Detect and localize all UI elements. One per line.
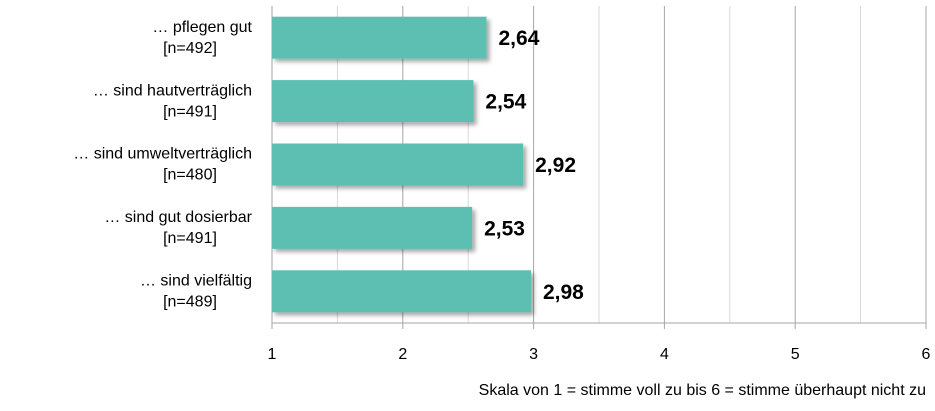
x-tick-label: 6 bbox=[922, 346, 931, 363]
value-label: 2,92 bbox=[535, 154, 576, 177]
category-label: … sind hautverträglich bbox=[93, 82, 252, 99]
category-label: [n=492] bbox=[163, 40, 217, 57]
category-label: … sind gut dosierbar bbox=[104, 209, 252, 226]
bar bbox=[272, 16, 487, 59]
x-tick-label: 3 bbox=[529, 346, 538, 363]
category-label: … sind umweltverträglich bbox=[73, 146, 252, 163]
bar bbox=[272, 80, 474, 123]
x-tick-label: 5 bbox=[791, 346, 800, 363]
bar bbox=[272, 206, 473, 249]
category-label: [n=480] bbox=[163, 167, 217, 184]
bar bbox=[272, 270, 531, 313]
x-tick-label: 4 bbox=[660, 346, 669, 363]
bar bbox=[272, 143, 524, 186]
category-label: [n=491] bbox=[163, 230, 217, 247]
scale-note: Skala von 1 = stimme voll zu bis 6 = sti… bbox=[479, 382, 926, 399]
value-label: 2,98 bbox=[543, 281, 584, 304]
value-label: 2,64 bbox=[499, 27, 540, 50]
value-label: 2,53 bbox=[484, 217, 525, 240]
x-tick-label: 2 bbox=[398, 346, 407, 363]
value-label: 2,54 bbox=[485, 91, 526, 114]
category-label: … pflegen gut bbox=[152, 19, 252, 36]
category-label: … sind vielfältig bbox=[140, 273, 252, 290]
category-label: [n=491] bbox=[163, 103, 217, 120]
x-tick-label: 1 bbox=[268, 346, 277, 363]
category-label: [n=489] bbox=[163, 294, 217, 311]
